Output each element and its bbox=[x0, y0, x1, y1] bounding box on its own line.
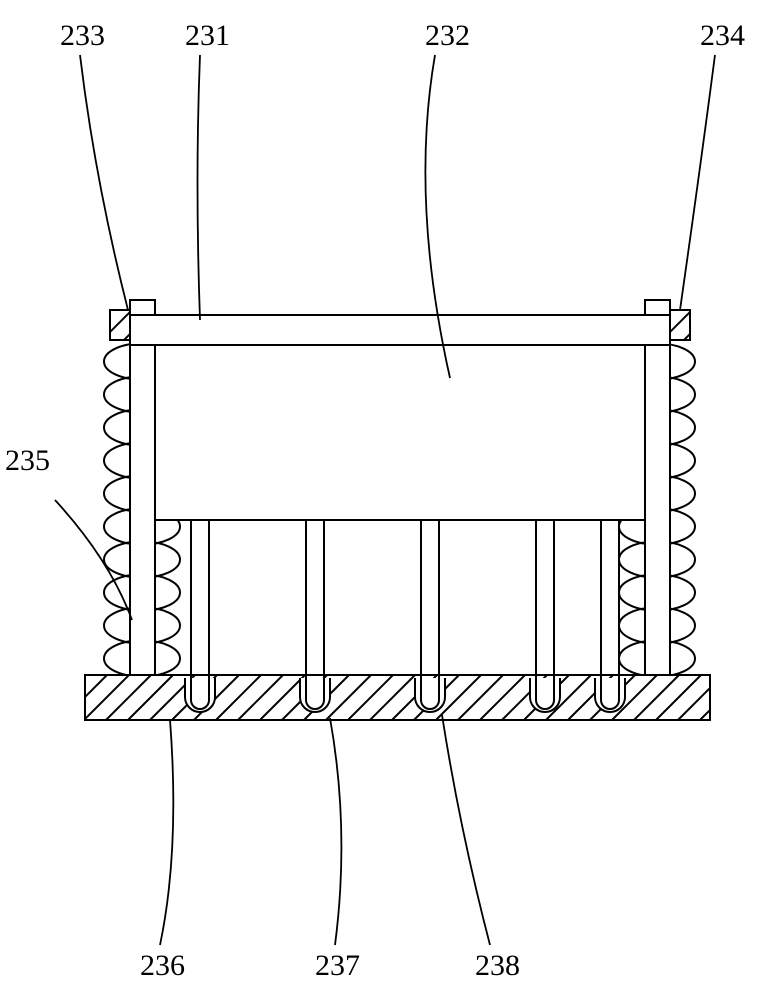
label-232: 232 bbox=[425, 19, 470, 52]
label-238: 238 bbox=[475, 949, 520, 982]
label-236: 236 bbox=[140, 949, 185, 982]
label-234: 234 bbox=[700, 19, 745, 52]
right-post bbox=[645, 300, 670, 675]
label-233: 233 bbox=[60, 19, 105, 52]
left-post bbox=[130, 300, 155, 675]
label-235: 235 bbox=[5, 444, 50, 477]
top-plate bbox=[130, 315, 670, 345]
main-block bbox=[155, 345, 645, 520]
label-237: 237 bbox=[315, 949, 360, 982]
label-231: 231 bbox=[185, 19, 230, 52]
diagram-svg: 233 231 232 234 235 236 237 238 bbox=[0, 0, 777, 1000]
